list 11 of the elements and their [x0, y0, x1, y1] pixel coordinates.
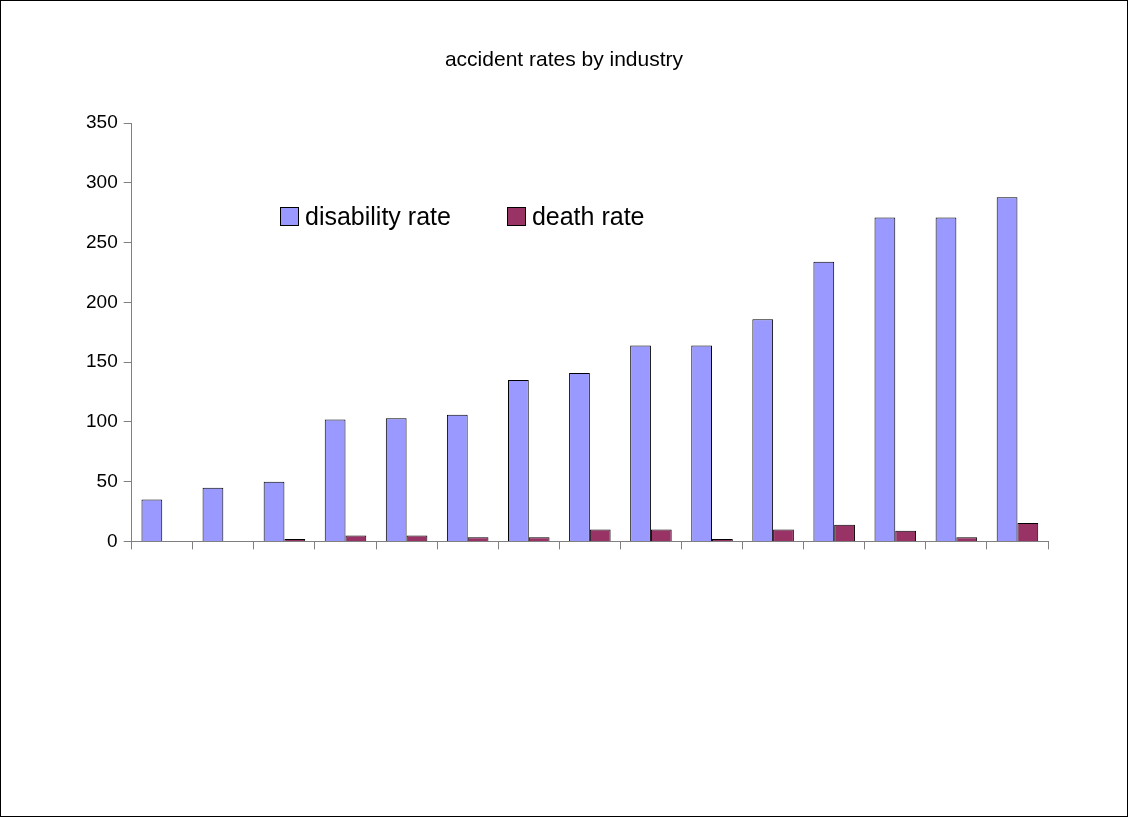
chart-title: accident rates by industry — [444, 47, 684, 71]
y-tick-label: 300 — [86, 171, 118, 193]
y-tick-label: 150 — [86, 350, 118, 372]
legend-label: death rate — [531, 202, 645, 231]
y-tick-label: 50 — [96, 469, 118, 491]
y-tick-label: 250 — [86, 230, 118, 252]
y-tick-label: 100 — [86, 410, 118, 432]
y-tick-label: 200 — [86, 290, 118, 312]
legend-label: disability rate — [305, 202, 451, 231]
y-tick-label: 350 — [86, 111, 118, 133]
y-tick-label: 0 — [107, 529, 118, 551]
